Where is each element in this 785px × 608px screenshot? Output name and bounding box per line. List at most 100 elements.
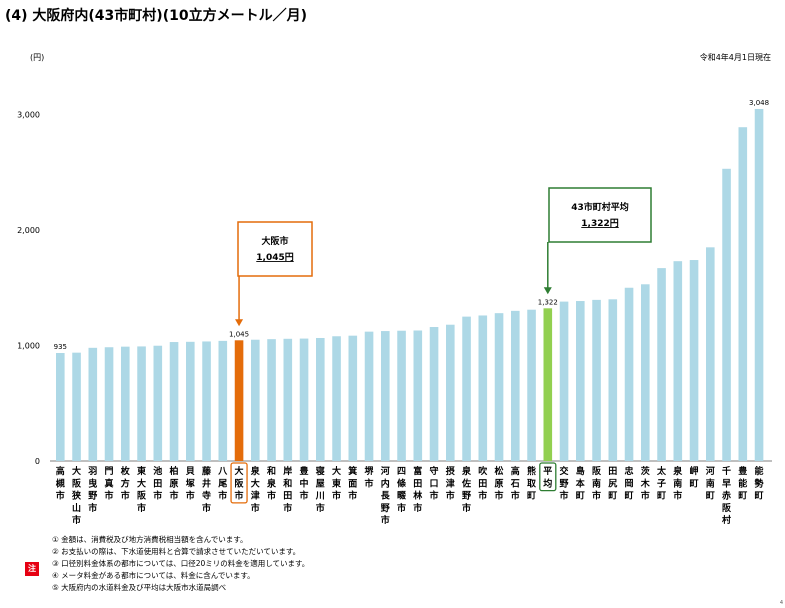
x-tick-label: 能 <box>738 477 747 489</box>
bar <box>72 352 81 461</box>
x-tick-label: 東 <box>332 477 341 489</box>
x-tick-label: 均 <box>543 477 552 489</box>
x-tick-label: 岸 <box>283 465 292 477</box>
x-tick-label: 寺 <box>202 490 211 502</box>
page-title: (4) 大阪府内(43市町村)(10立方メートル／月) <box>5 8 307 24</box>
bar <box>722 168 731 461</box>
callout-value: 1,045円 <box>256 252 293 263</box>
x-tick-label: 平 <box>543 466 552 477</box>
x-tick-label: 市 <box>462 502 471 514</box>
x-tick-label: 阪 <box>592 465 602 477</box>
x-tick-label: 太 <box>656 465 667 477</box>
x-tick-label: 泉 <box>461 465 472 477</box>
callout-arrow-head <box>235 319 244 327</box>
callout-box <box>548 187 652 243</box>
x-tick-label: 山 <box>72 502 81 514</box>
x-tick-label: 狭 <box>71 490 82 502</box>
x-tick-label: 方 <box>121 477 130 489</box>
x-tick-label: 阪 <box>235 477 245 489</box>
y-tick-label: 1,000 <box>17 342 40 351</box>
x-tick-label: 町 <box>576 491 585 502</box>
x-tick-label: 市 <box>170 490 179 502</box>
x-tick-label: 河 <box>381 465 390 477</box>
bar <box>104 347 114 461</box>
x-tick-label: 交 <box>560 465 569 477</box>
x-tick-label: 市 <box>235 490 244 502</box>
x-tick-label: 吹 <box>478 465 488 477</box>
x-tick-label: 市 <box>251 502 260 514</box>
x-tick-label: 市 <box>267 490 276 502</box>
x-tick-label: 忠 <box>625 465 634 477</box>
note-item: ③ 口径別料金体系の都市については、口径20ミリの料金を適用しています。 <box>52 559 310 568</box>
bar <box>446 324 455 461</box>
x-tick-label: 町 <box>608 491 617 502</box>
y-axis-unit-label: (円) <box>30 53 45 62</box>
x-tick-label: 市 <box>592 490 601 502</box>
x-tick-label: 東 <box>137 465 146 477</box>
x-tick-label: 門 <box>105 466 114 477</box>
x-tick-label: 槻 <box>56 477 65 489</box>
x-tick-label: 市 <box>673 490 682 502</box>
note-item: ① 金額は、消費税及び地方消費税相当額を含んでいます。 <box>52 535 248 544</box>
x-tick-label: 南 <box>592 477 601 489</box>
x-tick-label: 野 <box>88 491 97 502</box>
x-tick-label: 岬 <box>690 465 699 477</box>
x-tick-label: 阪 <box>722 502 732 514</box>
x-tick-label: 原 <box>495 478 504 489</box>
x-tick-label: 市 <box>560 490 569 502</box>
x-tick-label: 市 <box>316 502 325 514</box>
x-tick-label: 羽 <box>88 466 97 477</box>
x-tick-label: 四 <box>397 466 406 477</box>
x-tick-label: 田 <box>413 478 422 489</box>
x-tick-label: 中 <box>300 477 309 489</box>
x-tick-label: 大 <box>332 465 341 477</box>
bar <box>234 340 244 461</box>
x-tick-label: 箕 <box>347 465 357 477</box>
x-tick-label: 守 <box>430 465 439 477</box>
bar <box>267 339 276 461</box>
note-item: ② お支払いの際は、下水道使用料と合算で請求させていただいています。 <box>52 547 301 556</box>
x-tick-label: 市 <box>283 502 292 514</box>
note-item: ④ メータ料金がある都市については、料金に含んでいます。 <box>52 571 255 580</box>
bar <box>202 341 211 461</box>
bar <box>559 301 569 461</box>
x-tick-label: 内 <box>381 477 390 489</box>
notes-list: ① 金額は、消費税及び地方消費税相当額を含んでいます。 ② お支払いの際は、下水… <box>52 534 309 594</box>
x-tick-label: 町 <box>706 491 715 502</box>
callout-value: 1,322円 <box>581 218 618 229</box>
x-tick-label: 佐 <box>461 477 471 489</box>
bar <box>381 331 390 461</box>
x-tick-label: 市 <box>202 502 211 514</box>
bar <box>706 247 715 461</box>
bar <box>169 342 179 461</box>
x-tick-label: 市 <box>348 490 357 502</box>
bar <box>348 335 358 461</box>
x-tick-label: 木 <box>640 477 651 489</box>
bar <box>657 268 666 461</box>
bar <box>251 339 260 461</box>
note-badge: 注 <box>25 562 39 576</box>
bar <box>543 308 553 461</box>
x-tick-label: 川 <box>315 491 325 502</box>
x-tick-label: 泉 <box>672 465 683 477</box>
x-tick-label: 町 <box>738 491 747 502</box>
x-tick-label: 和 <box>282 477 292 489</box>
bar <box>738 127 748 461</box>
data-label: 3,048 <box>749 99 769 107</box>
x-tick-label: 子 <box>657 478 666 489</box>
bar <box>332 336 341 461</box>
x-tick-label: 田 <box>153 478 162 489</box>
bar <box>218 340 228 461</box>
data-label: 1,045 <box>229 330 249 338</box>
x-tick-label: 柏 <box>170 465 179 477</box>
x-tick-label: 摂 <box>446 465 455 477</box>
x-tick-label: 市 <box>88 502 97 514</box>
x-tick-label: 塚 <box>186 477 195 489</box>
x-tick-label: 田 <box>283 491 292 502</box>
x-tick-label: 豊 <box>738 465 747 477</box>
bar <box>478 315 488 461</box>
x-tick-label: 市 <box>218 490 227 502</box>
x-tick-label: 市 <box>121 490 130 502</box>
x-tick-label: 南 <box>706 477 715 489</box>
callout-title: 大阪市 <box>261 235 288 247</box>
